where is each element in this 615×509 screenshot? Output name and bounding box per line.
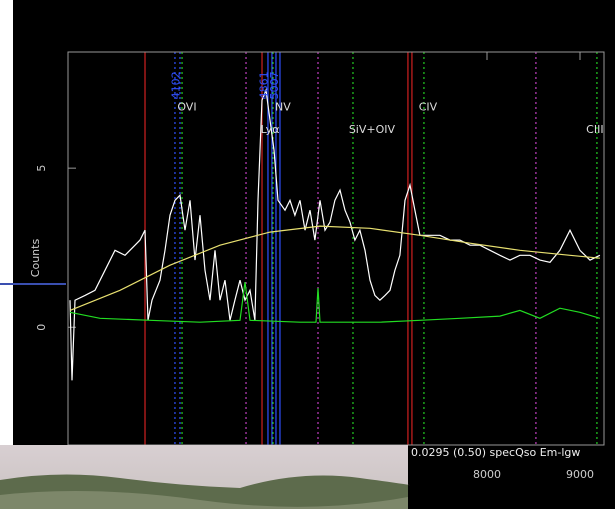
annotation: Lyα [261, 123, 280, 136]
x-tick-label: 9000 [566, 468, 594, 481]
chart: 05OVINVLyαSiV+OIVCIVCIII410248615007 Cou… [0, 0, 615, 509]
y-tick-label: 0 [35, 324, 48, 331]
photo [0, 445, 410, 509]
info-text: 0.0295 (0.50) specQso Em-lgw [411, 446, 580, 459]
y-tick-label: 5 [35, 165, 48, 172]
x-tick-label: 8000 [473, 468, 501, 481]
annotation: CIII [586, 123, 603, 136]
annotation: SiV+OIV [349, 123, 396, 136]
annotation: 4102 [169, 71, 182, 99]
annotation: OVI [177, 101, 196, 114]
page: 05OVINVLyαSiV+OIVCIVCIII410248615007 Cou… [0, 0, 615, 509]
annotation: NV [275, 101, 291, 114]
annotation: 5007 [268, 71, 281, 99]
annotation: CIV [419, 101, 438, 114]
panel [13, 0, 615, 509]
y-axis-label: Counts [29, 239, 42, 278]
